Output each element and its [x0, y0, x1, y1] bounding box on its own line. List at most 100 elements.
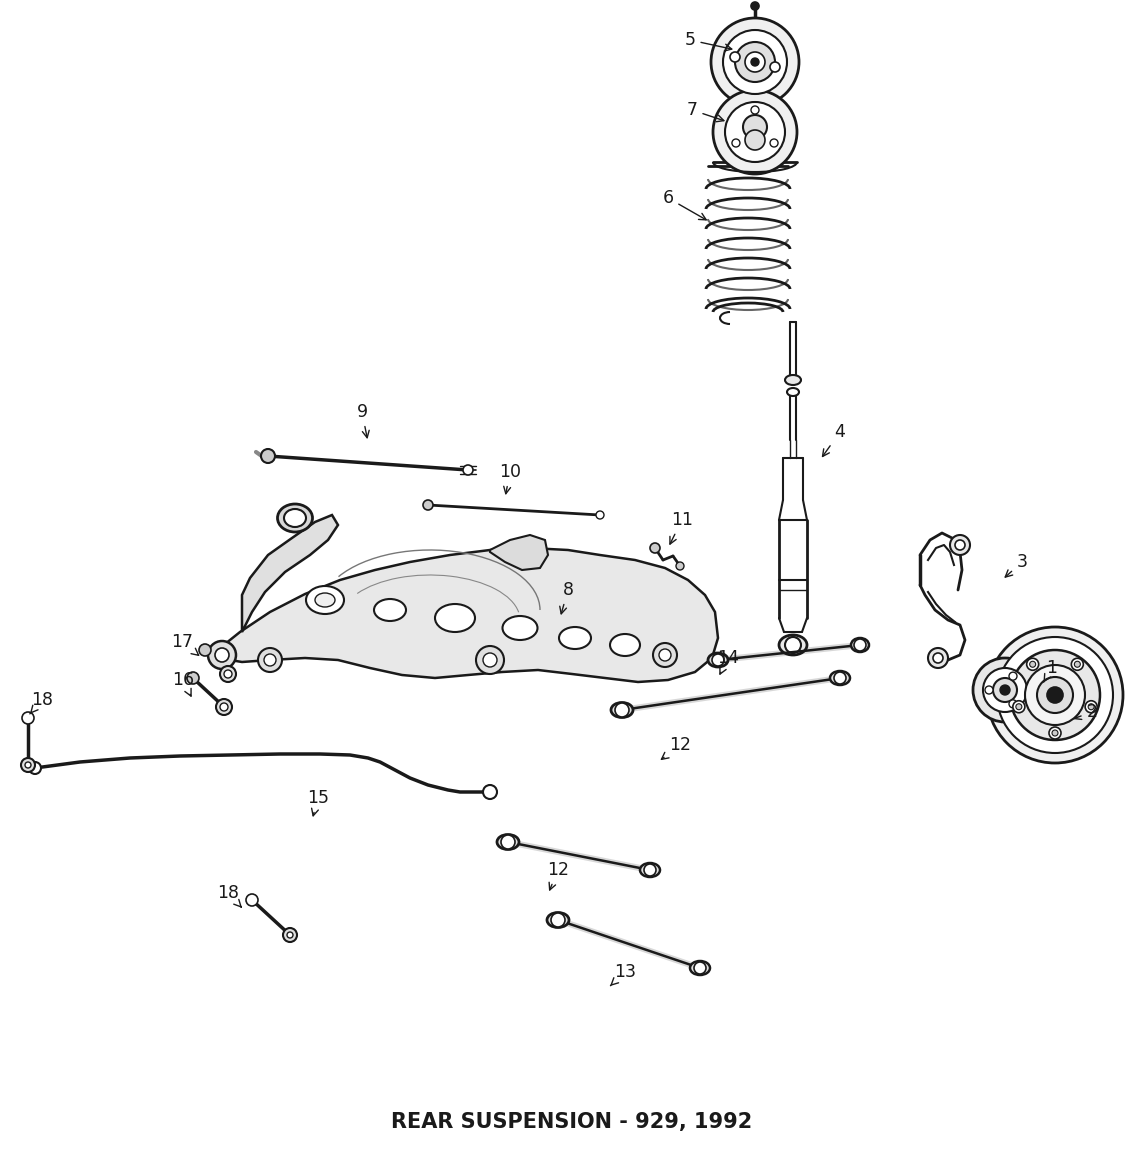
Circle shape [855, 639, 866, 651]
Circle shape [750, 58, 758, 66]
Text: 1: 1 [1043, 659, 1057, 682]
Circle shape [246, 894, 259, 906]
Circle shape [186, 672, 199, 684]
Circle shape [25, 762, 31, 768]
Polygon shape [243, 514, 337, 632]
Circle shape [987, 627, 1123, 762]
Ellipse shape [547, 913, 569, 928]
Ellipse shape [639, 863, 660, 876]
Circle shape [483, 653, 496, 667]
Circle shape [1071, 659, 1083, 670]
Circle shape [264, 654, 276, 666]
Circle shape [1016, 704, 1022, 710]
Text: 8: 8 [559, 581, 573, 613]
Circle shape [596, 511, 604, 519]
Circle shape [676, 562, 684, 570]
Circle shape [644, 864, 656, 876]
Circle shape [259, 648, 283, 672]
Text: 2: 2 [1074, 703, 1097, 721]
Circle shape [483, 785, 496, 799]
Circle shape [287, 932, 293, 938]
Circle shape [750, 2, 758, 10]
Circle shape [750, 106, 758, 114]
Circle shape [955, 540, 966, 551]
Text: 5: 5 [684, 31, 732, 51]
Circle shape [712, 654, 724, 666]
Ellipse shape [284, 509, 305, 527]
Text: 12: 12 [661, 736, 691, 759]
Circle shape [650, 542, 660, 553]
Circle shape [1030, 661, 1035, 667]
Text: 7: 7 [686, 101, 724, 122]
Circle shape [423, 501, 432, 510]
Circle shape [208, 641, 236, 669]
Circle shape [723, 30, 787, 94]
Circle shape [220, 666, 236, 682]
Circle shape [785, 637, 801, 653]
Ellipse shape [831, 670, 850, 684]
Circle shape [770, 139, 778, 147]
Ellipse shape [611, 703, 633, 717]
Circle shape [713, 90, 797, 173]
Circle shape [1010, 650, 1101, 740]
Ellipse shape [787, 388, 799, 396]
Circle shape [1009, 700, 1017, 708]
Circle shape [283, 928, 297, 942]
Circle shape [463, 464, 472, 475]
Circle shape [21, 758, 35, 772]
Circle shape [1086, 701, 1097, 712]
Ellipse shape [690, 961, 710, 975]
Ellipse shape [610, 634, 639, 656]
Polygon shape [215, 548, 718, 682]
Circle shape [694, 961, 706, 974]
Circle shape [199, 644, 210, 656]
Circle shape [725, 102, 785, 162]
Ellipse shape [785, 375, 801, 385]
Ellipse shape [708, 653, 728, 667]
Circle shape [985, 686, 993, 694]
Circle shape [653, 643, 677, 667]
Circle shape [1052, 730, 1058, 736]
Circle shape [1012, 701, 1025, 712]
Circle shape [1036, 677, 1073, 714]
Circle shape [220, 703, 228, 711]
Circle shape [834, 672, 847, 684]
Circle shape [551, 913, 565, 927]
Circle shape [476, 646, 505, 674]
Circle shape [1088, 704, 1094, 710]
Circle shape [712, 17, 799, 106]
Circle shape [1074, 661, 1080, 667]
Ellipse shape [779, 636, 807, 655]
Text: 13: 13 [611, 963, 636, 986]
Text: 4: 4 [823, 423, 845, 456]
Text: 15: 15 [307, 789, 329, 816]
Circle shape [928, 648, 948, 668]
Circle shape [974, 658, 1036, 722]
Ellipse shape [435, 604, 475, 632]
Ellipse shape [559, 627, 591, 650]
Circle shape [216, 700, 232, 715]
Polygon shape [490, 535, 548, 570]
Circle shape [742, 115, 766, 139]
Circle shape [215, 648, 229, 662]
Circle shape [29, 762, 41, 774]
Text: 17: 17 [170, 633, 199, 655]
Text: 18: 18 [30, 691, 53, 714]
Text: 12: 12 [547, 861, 569, 890]
Circle shape [1009, 672, 1017, 680]
Circle shape [1047, 687, 1063, 703]
Text: 3: 3 [1006, 553, 1027, 577]
Text: 14: 14 [717, 650, 739, 674]
Ellipse shape [496, 835, 519, 850]
Text: 6: 6 [662, 189, 706, 220]
Circle shape [745, 130, 765, 150]
Text: 9: 9 [357, 403, 370, 438]
Circle shape [983, 668, 1027, 712]
Circle shape [1025, 665, 1085, 725]
Circle shape [732, 139, 740, 147]
Ellipse shape [502, 616, 538, 640]
Circle shape [22, 712, 34, 724]
Circle shape [1000, 684, 1010, 695]
Ellipse shape [315, 592, 335, 606]
Text: 16: 16 [172, 670, 194, 696]
